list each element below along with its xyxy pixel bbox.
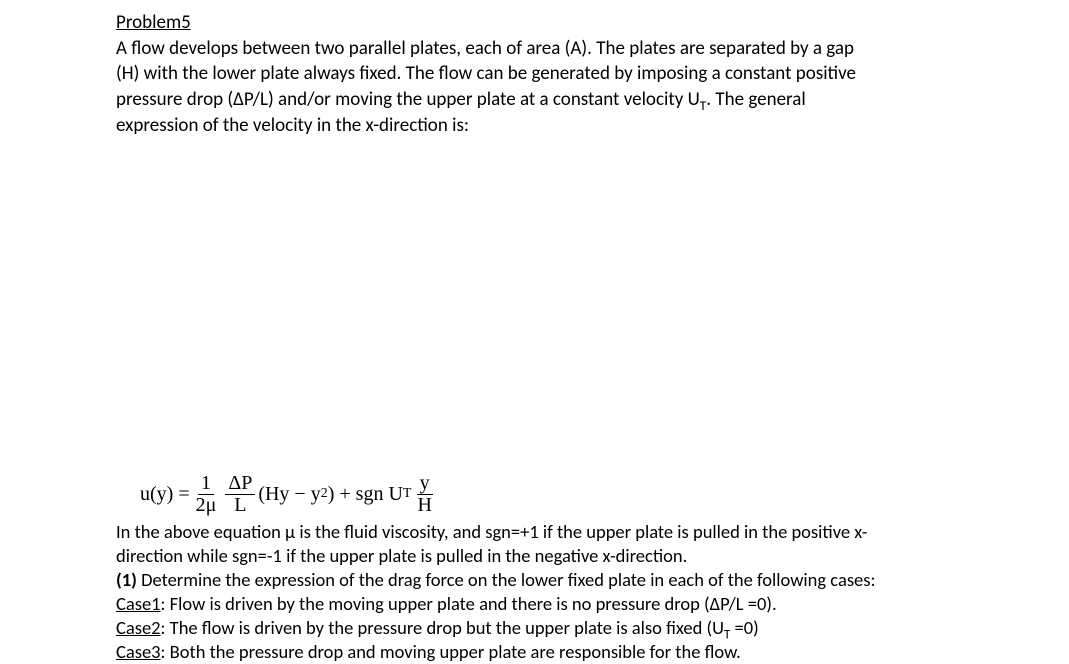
- document-page: Problem5 A flow develops between two par…: [0, 0, 1069, 641]
- intro-line1: A flow develops between two parallel pla…: [116, 37, 854, 60]
- intro-block: Problem5 A flow develops between two par…: [116, 10, 986, 138]
- case1-text: : Flow is driven by the moving upper pla…: [161, 592, 777, 615]
- bottom-line1: In the above equation μ is the fluid vis…: [116, 520, 1061, 544]
- case2-text-a: : The flow is driven by the pressure dro…: [161, 616, 724, 639]
- question-text: Determine the expression of the drag for…: [137, 568, 876, 591]
- intro-line3b: . The general: [706, 88, 805, 111]
- eq-frac1-den: 2μ: [193, 495, 220, 516]
- bottom-line3: (1) Determine the expression of the drag…: [116, 568, 1061, 592]
- eq-frac3-num: y: [417, 473, 433, 495]
- bottom-line2: direction while sgn=-1 if the upper plat…: [116, 544, 1061, 568]
- eq-frac1: 1 2μ: [193, 473, 220, 516]
- eq-mid-a: (Hy − y: [258, 483, 320, 506]
- eq-frac3: y H: [414, 473, 434, 516]
- intro-line3a: pressure drop (ΔP/L) and/or moving the u…: [116, 88, 700, 111]
- case2-line: Case2: The flow is driven by the pressur…: [116, 616, 1061, 640]
- eq-frac1-num: 1: [198, 473, 214, 495]
- case2-label: Case2: [116, 616, 161, 639]
- case2-text-b: =0): [730, 616, 758, 639]
- case1-label: Case1: [116, 592, 161, 615]
- case3-line: Case3: Both the pressure drop and moving…: [116, 640, 1061, 664]
- bottom-line1a: In the above equation μ is the fluid vis…: [116, 520, 867, 543]
- eq-frac2-num: ΔP: [225, 473, 255, 495]
- eq-frac2: ΔP L: [225, 473, 255, 516]
- velocity-equation: u(y) = 1 2μ ΔP L (Hy − y2) + sgn UT y H: [140, 470, 438, 518]
- problem-title: Problem5: [116, 11, 191, 34]
- eq-frac3-den: H: [414, 495, 434, 516]
- case1-line: Case1: Flow is driven by the moving uppe…: [116, 592, 1061, 616]
- case3-text: : Both the pressure drop and moving uppe…: [161, 640, 741, 663]
- bottom-block: In the above equation μ is the fluid vis…: [116, 520, 1061, 664]
- case3-label: Case3: [116, 640, 161, 663]
- eq-frac2-den: L: [231, 495, 249, 516]
- intro-line4: expression of the velocity in the x-dire…: [116, 114, 469, 137]
- eq-mid-b: ) + sgn U: [328, 483, 403, 506]
- intro-line2: (H) with the lower plate always fixed. T…: [116, 62, 856, 85]
- eq-lhs: u(y) =: [140, 483, 190, 506]
- question-number: (1): [116, 568, 137, 591]
